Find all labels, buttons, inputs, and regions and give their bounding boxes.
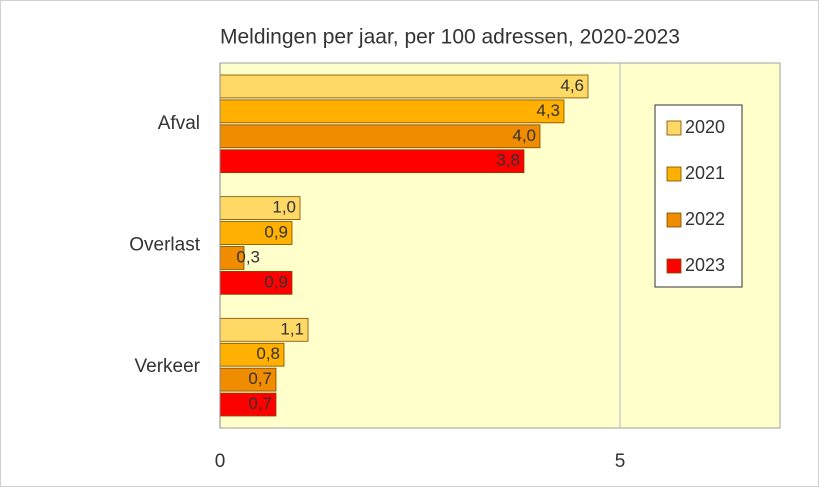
legend-label: 2023: [685, 255, 725, 275]
legend-swatch: [666, 212, 682, 228]
legend-label: 2021: [685, 163, 725, 183]
chart-title: Meldingen per jaar, per 100 adressen, 20…: [220, 26, 680, 49]
legend-label: 2022: [685, 209, 725, 229]
value-label: 0,7: [248, 369, 272, 388]
x-tick-label: 0: [215, 451, 226, 472]
value-label: 0,8: [256, 344, 280, 363]
value-label: 1,0: [272, 198, 296, 217]
bar: [219, 149, 525, 174]
value-label: 0,9: [264, 272, 288, 291]
category-label: Verkeer: [135, 356, 201, 377]
value-label: 1,1: [280, 319, 304, 338]
category-label: Overlast: [129, 235, 200, 256]
legend-label: 2020: [685, 117, 725, 137]
legend-swatch: [666, 166, 682, 182]
bar: [219, 99, 565, 124]
bar: [219, 124, 541, 149]
value-label: 4,0: [512, 126, 536, 145]
legend-swatch: [666, 258, 682, 274]
value-label: 4,3: [536, 101, 560, 120]
category-label: Afval: [158, 113, 200, 134]
legend-swatch: [666, 120, 682, 136]
value-label: 4,6: [560, 76, 584, 95]
bar: [219, 74, 589, 99]
value-label: 0,3: [236, 247, 260, 266]
value-label: 3,8: [496, 151, 520, 170]
x-tick-label: 5: [615, 451, 626, 472]
value-label: 0,9: [264, 223, 288, 242]
value-label: 0,7: [248, 394, 272, 413]
